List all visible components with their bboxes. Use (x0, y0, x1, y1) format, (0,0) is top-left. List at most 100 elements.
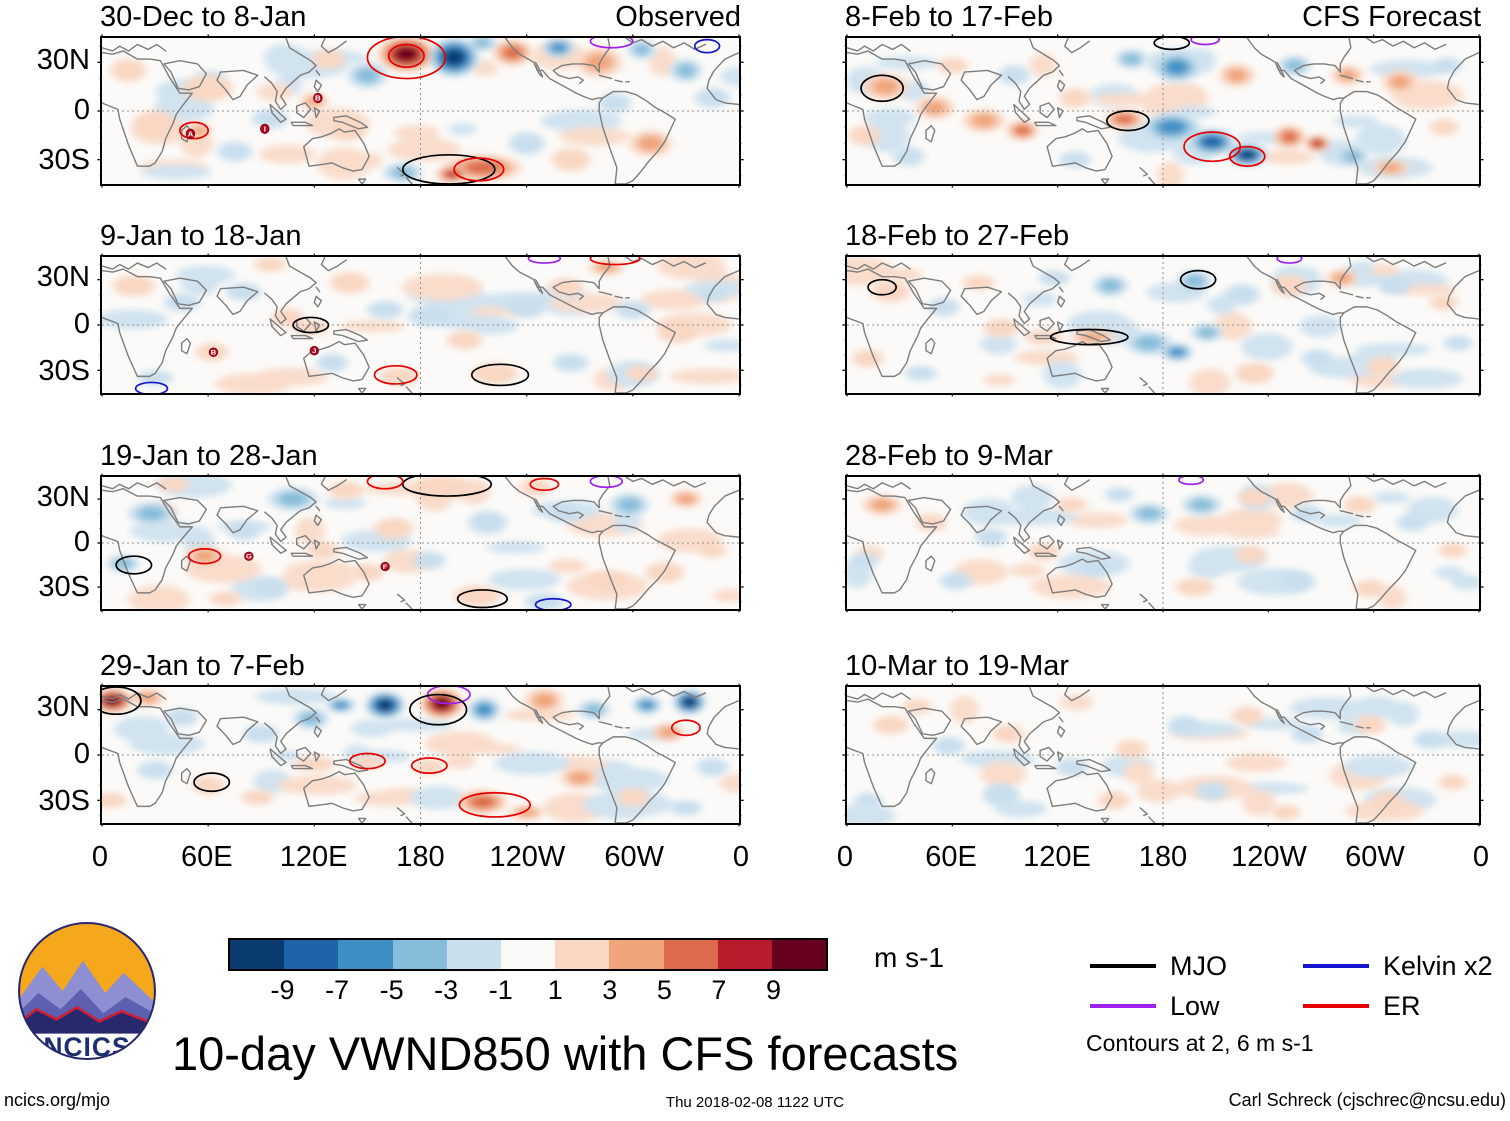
anomaly-blob (1396, 513, 1429, 532)
contour-mjo (868, 280, 896, 295)
colorbar-segment (663, 940, 718, 969)
anomaly-blob (300, 712, 322, 726)
contour-er (367, 474, 402, 489)
anomaly-blob (1238, 488, 1271, 507)
anomaly-blob (922, 100, 947, 115)
axis-ticks (842, 684, 1483, 827)
contour-er (412, 758, 447, 773)
colorbar-segment (446, 940, 501, 969)
anomaly-blob (633, 43, 651, 56)
anomaly-blob (1438, 543, 1467, 558)
svg-text:B: B (315, 94, 321, 103)
anomaly-blob (471, 362, 518, 384)
axis-ticks (842, 34, 1483, 187)
colorbar-tick-label: -9 (270, 975, 295, 1005)
anomaly-blob (1354, 715, 1386, 734)
anomaly-blob (508, 132, 545, 155)
anomaly-blob (330, 272, 370, 294)
contour-low (590, 476, 622, 488)
anomaly-blob (476, 703, 492, 716)
anomaly-blob (871, 281, 911, 303)
colorbar-tick-label: 1 (547, 975, 563, 1005)
anomaly-blob (133, 111, 177, 137)
anomaly-blob (892, 146, 925, 167)
anomaly-blob (137, 370, 173, 386)
wave-contours (116, 473, 622, 611)
y-axis-label: 30N (36, 691, 90, 724)
anomaly-blob (515, 807, 538, 818)
anomaly-blob (1271, 804, 1300, 820)
anomaly-field (854, 699, 1467, 820)
anomaly-blob (694, 88, 731, 108)
svg-text:A: A (188, 130, 194, 139)
anomaly-blob (599, 93, 632, 113)
anomaly-blob (191, 125, 207, 136)
y-axis-label: 0 (73, 94, 90, 126)
x-axis-label: 60W (604, 841, 664, 873)
anomaly-blob (1234, 545, 1267, 564)
svg-text:B: B (211, 348, 217, 356)
axis-ticks (842, 254, 1483, 397)
coastlines (102, 257, 739, 395)
anomaly-blob (873, 715, 909, 734)
contour-mjo (472, 364, 529, 385)
footer-url: ncics.org/mjo (4, 1090, 111, 1110)
contour-mjo (1107, 111, 1149, 130)
y-axis-label: 30N (36, 261, 90, 294)
logo-ridge-line (19, 1005, 155, 1027)
anomaly-blob (1099, 279, 1122, 293)
contour-er (189, 549, 221, 564)
anomaly-blob (585, 53, 614, 72)
anomaly-blob (519, 478, 552, 497)
footer-contact: Carl Schreck (cjschrec@ncsu.edu) (1228, 1090, 1506, 1110)
map-panel (845, 685, 1481, 825)
anomaly-blob (1105, 487, 1134, 502)
map-svg (102, 687, 739, 823)
anomaly-blob (1055, 497, 1088, 513)
contour-mjo (1154, 36, 1189, 49)
anomaly-blob (374, 518, 414, 539)
y-axis-label: 0 (73, 308, 90, 340)
anomaly-blob (1121, 53, 1142, 66)
anomaly-blob (854, 792, 883, 808)
contour-er (672, 720, 700, 735)
anomaly-blob (870, 498, 894, 512)
x-axis-label: 120E (279, 841, 348, 873)
x-axis-label: 0 (836, 841, 854, 873)
anomaly-blob (1226, 68, 1248, 83)
anomaly-blob (110, 59, 147, 82)
anomaly-blob (640, 700, 654, 710)
colorbar-tick-label: 9 (765, 975, 781, 1005)
coastlines (847, 257, 1479, 395)
coastlines (847, 38, 1479, 186)
contour-mjo (861, 75, 903, 101)
anomaly-blob (377, 700, 393, 711)
anomaly-field (848, 49, 1462, 176)
anomaly-blob (1027, 543, 1060, 561)
colorbar-segment (771, 940, 827, 969)
anomaly-blob (1371, 791, 1404, 810)
map-svg (847, 477, 1479, 609)
contour-er (180, 122, 208, 138)
anomaly-blob (1196, 782, 1228, 801)
colorbar-unit: m s-1 (874, 942, 944, 973)
anomaly-blob (985, 785, 1018, 804)
map-panel (100, 685, 741, 825)
cyclone-marker (244, 551, 254, 561)
map-svg (847, 687, 1479, 823)
contour-low (428, 685, 470, 703)
map-svg: A I B (102, 38, 739, 184)
anomaly-blob (1183, 274, 1206, 288)
anomaly-blob (1059, 88, 1092, 108)
colorbar-tick-label: -5 (379, 975, 404, 1005)
anomaly-blob (658, 726, 678, 738)
anomaly-blob (470, 796, 495, 808)
anomaly-blob (1414, 730, 1446, 749)
anomaly-blob (316, 353, 348, 372)
legend-item: Kelvin x2 (1303, 950, 1493, 982)
anomaly-blob (1429, 294, 1458, 310)
panel-title: 10-Mar to 19-Mar (845, 650, 1070, 682)
y-axis-label: 30S (38, 784, 90, 817)
